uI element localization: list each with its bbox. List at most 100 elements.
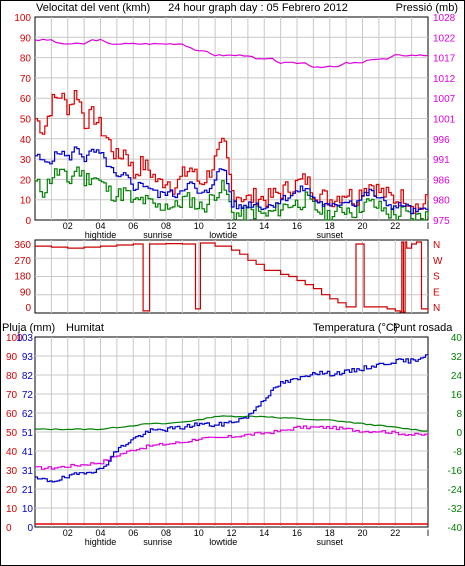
rain-tick-label: 40 — [6, 447, 18, 458]
x-tick-label: 14 — [259, 528, 269, 538]
x-tick-label: 18 — [325, 221, 335, 231]
temperature-tick-label: 16 — [451, 390, 463, 401]
x-tick-label: 02 — [63, 221, 73, 231]
x-tick-label: I — [427, 528, 430, 538]
direction-tick-label: 90 — [20, 287, 32, 298]
humidity-tick-label: 41 — [22, 447, 34, 458]
x-tick-label: 12 — [226, 221, 236, 231]
humidity-tick-label: 93 — [22, 352, 34, 363]
temperature-tick-label: -32 — [448, 504, 463, 515]
rain-tick-label: 70 — [6, 390, 18, 401]
x-tick-label: 08 — [161, 221, 171, 231]
compass-tick-label: N — [433, 240, 440, 251]
wind-tick-label: 90 — [20, 33, 32, 44]
temp-series — [34, 354, 429, 525]
wind-tick-label: 0 — [25, 216, 31, 227]
compass-tick-label: W — [433, 256, 443, 267]
direction-tick-label: 360 — [14, 240, 31, 251]
humidity-line — [35, 354, 429, 483]
event-label: sunset — [316, 537, 343, 547]
direction-tick-label: 0 — [25, 303, 31, 314]
pressure-line — [34, 38, 428, 69]
humidity-tick-label: 62 — [22, 409, 34, 420]
direction-tick-label: 180 — [14, 272, 31, 283]
compass-tick-label: S — [433, 272, 440, 283]
humidity-tick-label: 51 — [22, 428, 34, 439]
wind-tick-label: 20 — [20, 175, 32, 186]
pressure-axis-right: 1028 1022 1017 1012 1007 1001 996 991 986 980 975 — [433, 13, 456, 227]
humidity-tick-label: 31 — [22, 466, 34, 477]
temperature-title: Temperatura (°C) — [313, 322, 397, 334]
x-tick-label: I — [427, 221, 430, 231]
pressure-tick-label: 1022 — [433, 33, 456, 44]
pressure-tick-label: 1012 — [433, 74, 456, 85]
humidity-tick-label: 0 — [27, 523, 33, 534]
temperature-axis-right: 40 32 24 16 8 0 -8 -16 -24 -32 -40 — [448, 333, 463, 534]
pressure-tick-label: 1007 — [433, 94, 456, 105]
x-tick-label: 08 — [161, 528, 171, 538]
pressure-tick-label: 996 — [433, 135, 450, 146]
wind-speed-title: Velocitat del vent (kmh) — [36, 2, 150, 14]
wind-series — [34, 38, 429, 221]
x-tick-label: 20 — [357, 528, 367, 538]
temperature-tick-label: 24 — [451, 371, 463, 382]
rain-tick-label: 100 — [6, 333, 23, 344]
pressure-tick-label: 1001 — [433, 115, 456, 126]
dewpoint-line — [35, 425, 429, 470]
event-label: lowtide — [209, 230, 237, 240]
x-tick-label: 02 — [63, 528, 73, 538]
humidity-axis-left: 103 93 82 72 62 51 41 31 21 10 0 — [16, 333, 33, 534]
temperature-tick-label: 0 — [456, 428, 462, 439]
event-label: sunrise — [143, 537, 172, 547]
temperature-tick-label: -24 — [448, 485, 463, 496]
wind-avg-line — [35, 146, 429, 215]
x-tick-label: 04 — [95, 221, 105, 231]
pressure-title: Pressió (mb) — [396, 2, 458, 14]
wind-grid — [35, 17, 428, 220]
direction-grid — [35, 240, 428, 313]
rain-tick-label: 20 — [6, 485, 18, 496]
x-tick-label: 12 — [226, 528, 236, 538]
x-tick-label: 18 — [325, 528, 335, 538]
pressure-tick-label: 991 — [433, 155, 450, 166]
direction-axis-left: 360 270 180 90 0 — [14, 240, 31, 314]
event-label: hightide — [85, 230, 117, 240]
wind-tick-label: 10 — [20, 196, 32, 207]
x-tick-label: 06 — [128, 528, 138, 538]
direction-series — [35, 241, 429, 313]
event-label: sunrise — [143, 230, 172, 240]
pressure-tick-label: 1017 — [433, 54, 456, 65]
wind-direction-line — [35, 241, 429, 313]
humidity-title: Humitat — [66, 322, 104, 334]
compass-tick-label: N — [433, 303, 440, 314]
x-tick-label: 22 — [390, 221, 400, 231]
rain-tick-label: 0 — [6, 523, 12, 534]
x-tick-label: 22 — [390, 528, 400, 538]
temperature-tick-label: 8 — [456, 409, 462, 420]
x-tick-label: 06 — [128, 221, 138, 231]
temperature-line — [34, 415, 429, 432]
rain-tick-label: 80 — [6, 371, 18, 382]
x-tick-label: 10 — [194, 221, 204, 231]
rain-tick-label: 90 — [6, 352, 18, 363]
event-label: hightide — [85, 537, 117, 547]
wind-tick-label: 50 — [20, 115, 32, 126]
humidity-tick-label: 21 — [22, 485, 34, 496]
wind-tick-label: 30 — [20, 155, 32, 166]
rain-tick-label: 50 — [6, 428, 18, 439]
rain-title: Pluja (mm) — [2, 322, 55, 334]
dewpoint-title: Punt rosada — [393, 322, 453, 334]
x-tick-label: 16 — [292, 528, 302, 538]
graph-day-title: 24 hour graph day : 05 Febrero 2012 — [168, 2, 348, 14]
temperature-tick-label: -8 — [453, 447, 462, 458]
wind-low-line — [35, 166, 429, 221]
wind-tick-label: 100 — [14, 13, 31, 24]
temperature-tick-label: 40 — [451, 333, 463, 344]
rain-tick-label: 60 — [6, 409, 18, 420]
rain-tick-label: 10 — [6, 504, 18, 515]
pressure-tick-label: 980 — [433, 196, 450, 207]
